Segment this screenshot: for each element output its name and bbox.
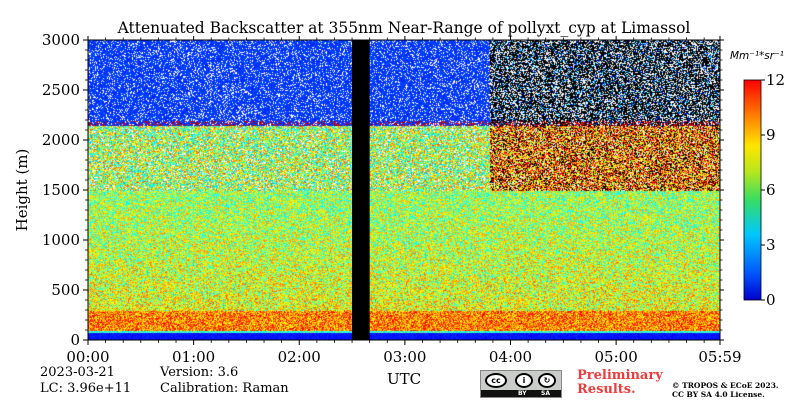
colorbar-gradient	[743, 79, 762, 301]
x-axis-label: UTC	[387, 370, 421, 388]
calibration-label: Calibration: Raman	[160, 381, 289, 396]
plot-area	[87, 39, 721, 341]
colorbar-tick-label-4: 12	[766, 71, 785, 89]
y-tick-label-4: 2000	[42, 131, 80, 149]
x-tick-label-1: 01:00	[172, 348, 215, 366]
no-data-gap-0	[352, 40, 370, 340]
y-tick-label-5: 2500	[42, 81, 80, 99]
x-tick-label-3: 03:00	[383, 348, 426, 366]
preliminary-line1: Preliminary	[577, 368, 663, 383]
y-tick-label-3: 1500	[42, 181, 80, 199]
backscatter-heatmap	[88, 40, 720, 340]
x-tick-label-6: 05:59	[698, 348, 741, 366]
cc-by-label: BY	[518, 390, 527, 397]
cc-sa-label: SA	[541, 390, 550, 397]
y-axis-label: Height (m)	[13, 149, 31, 232]
copyright-line1: © TROPOS & ECoE 2023.	[672, 381, 779, 390]
y-tick-label-6: 3000	[42, 31, 80, 49]
x-tick-label-4: 04:00	[489, 348, 532, 366]
colorbar: 0 3 6 9 12 Mm⁻¹*sr⁻¹	[730, 50, 785, 309]
colorbar-tick-label-2: 6	[766, 181, 776, 199]
colorbar-tick-label-3: 9	[766, 126, 776, 144]
x-axis: 00:00 01:00 02:00 03:00 04:00 05:00 05:59	[66, 36, 742, 366]
preliminary-notice: Preliminary Results.	[577, 369, 663, 397]
x-tick-label-2: 02:00	[278, 348, 321, 366]
share-alike-icon: ↻	[538, 373, 556, 388]
chart-title: Attenuated Backscatter at 355nm Near-Ran…	[117, 19, 691, 37]
y-tick-label-2: 1000	[42, 231, 80, 249]
y-tick-label-0: 0	[70, 331, 80, 349]
y-axis: 0 500 1000 1500 2000 2500 3000	[42, 31, 724, 349]
attribution-icon: i	[515, 373, 533, 388]
colorbar-tick-label-0: 0	[766, 291, 776, 309]
preliminary-line2: Results.	[577, 382, 636, 397]
x-tick-label-5: 05:00	[595, 348, 638, 366]
date-label: 2023-03-21	[40, 365, 115, 380]
copyright-line2: CC BY SA 4.0 License.	[672, 390, 765, 399]
y-tick-label-1: 500	[51, 281, 80, 299]
copyright-notice: © TROPOS & ECoE 2023. CC BY SA 4.0 Licen…	[672, 381, 779, 399]
x-tick-label-0: 00:00	[66, 348, 109, 366]
lidar-constant-label: LC: 3.96e+11	[40, 381, 132, 396]
colorbar-unit: Mm⁻¹*sr⁻¹	[730, 50, 784, 62]
version-label: Version: 3.6	[160, 365, 239, 380]
cc-license-badge[interactable]: cc i ↻ BY SA	[480, 370, 562, 398]
cc-icon: cc	[485, 373, 507, 388]
colorbar-tick-label-1: 3	[766, 236, 776, 254]
